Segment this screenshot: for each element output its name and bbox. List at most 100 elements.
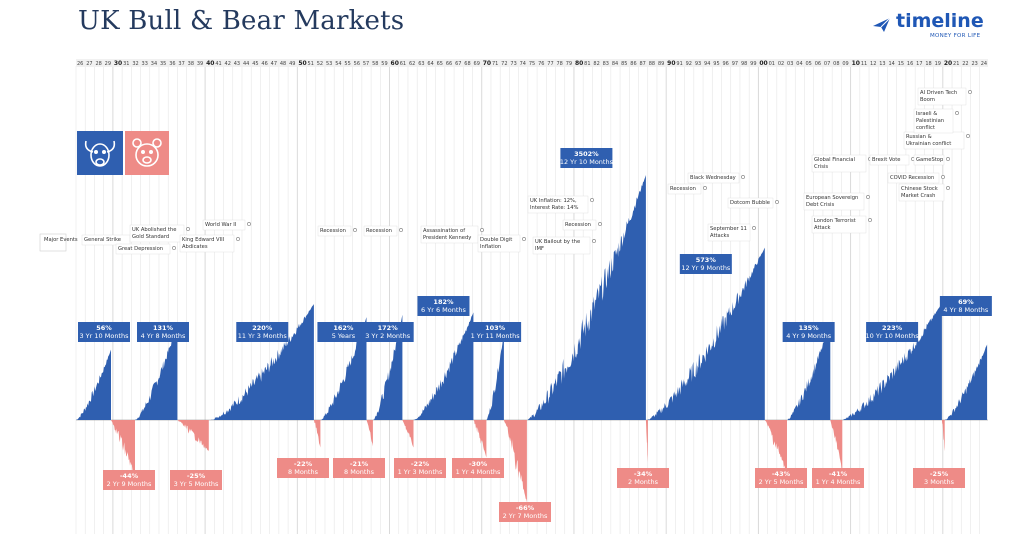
bear-loss-label: -22% xyxy=(411,460,430,468)
event-label: Assassination of President Kennedy xyxy=(423,228,471,241)
x-tick-label: 61 xyxy=(400,61,406,67)
bull-duration-label: 3 Yr 2 Months xyxy=(365,332,410,340)
x-tick-label: 35 xyxy=(160,61,166,67)
event-label-line: Assassination of xyxy=(423,228,465,234)
event-box xyxy=(811,215,867,234)
x-tick-label: 11 xyxy=(861,61,867,67)
event-marker xyxy=(741,175,745,179)
x-tick-label: 51 xyxy=(308,61,314,67)
event-marker xyxy=(480,228,484,232)
event-annotation: Global Financial Crisis xyxy=(811,154,872,173)
x-tick-label: 10 xyxy=(852,60,860,67)
bull-duration-label: 5 Years xyxy=(332,332,356,340)
event-annotation: Assassination of President Kennedy xyxy=(420,225,484,244)
event-box xyxy=(202,219,246,231)
x-tick-label: 58 xyxy=(372,61,378,67)
event-label-line: Abdicates xyxy=(182,244,208,250)
bear-label-box xyxy=(499,502,551,522)
bull-gain-label: 223% xyxy=(882,324,903,332)
x-tick-label: 81 xyxy=(584,61,590,67)
bear-duration-label: 2 Yr 9 Months xyxy=(107,480,152,488)
x-tick-label: 26 xyxy=(77,61,83,67)
event-box xyxy=(707,223,751,242)
event-label-line: European Sovereign xyxy=(806,195,858,201)
event-label: September 11 Attacks xyxy=(710,226,747,239)
event-label: Brexit Vote xyxy=(872,157,900,163)
bear-loss-label: -44% xyxy=(120,472,139,480)
x-tick-label: 69 xyxy=(474,61,480,67)
event-annotation: Recession xyxy=(363,225,403,237)
event-label-line: Russian & xyxy=(906,134,932,140)
bull-gain-label: 69% xyxy=(958,298,974,306)
event-label: AI Driven Tech Boom xyxy=(920,90,957,103)
event-label: London Terrorist Attack xyxy=(814,218,856,231)
bear-loss-label: -41% xyxy=(829,470,848,478)
x-tick-label: 71 xyxy=(492,61,498,67)
event-label-line: London Terrorist xyxy=(814,218,856,224)
x-tick-label: 94 xyxy=(704,61,710,67)
x-tick-label: 02 xyxy=(778,61,784,67)
event-label-line: conflict xyxy=(916,125,935,131)
bear-icon-tile xyxy=(125,131,169,175)
event-label-line: Ukrainian conflict xyxy=(906,141,951,147)
bear-loss-label: -22% xyxy=(294,460,313,468)
bear-market-area xyxy=(645,420,648,463)
bull-market-area xyxy=(842,303,942,420)
event-label-line: Attack xyxy=(814,225,831,231)
x-tick-label: 59 xyxy=(381,61,387,67)
x-tick-label: 36 xyxy=(169,61,175,67)
x-tick-label: 34 xyxy=(151,61,157,67)
x-tick-label: 80 xyxy=(575,60,583,67)
x-tick-label: 52 xyxy=(317,61,323,67)
event-label-line: UK Inflation: 12%, xyxy=(530,198,577,204)
event-marker xyxy=(399,228,403,232)
event-box xyxy=(803,192,865,211)
bull-gain-label: 162% xyxy=(333,324,354,332)
x-tick-label: 79 xyxy=(566,61,572,67)
event-marker xyxy=(590,198,594,202)
event-box xyxy=(913,108,954,134)
event-label-line: Crisis xyxy=(814,164,828,170)
x-tick-label: 45 xyxy=(252,61,258,67)
bear-duration-label: 1 Yr 3 Months xyxy=(398,468,443,476)
bull-icon-tile xyxy=(77,131,123,175)
bull-gain-label: 56% xyxy=(96,324,112,332)
x-tick-label: 92 xyxy=(686,61,692,67)
bull-market-area xyxy=(413,312,474,420)
x-tick-label: 04 xyxy=(796,61,802,67)
x-tick-label: 60 xyxy=(391,60,399,67)
event-label: Recession xyxy=(320,228,346,234)
event-label-line: Debt Crisis xyxy=(806,202,835,208)
event-label-line: Brexit Vote xyxy=(872,157,900,163)
bear-loss-label: -66% xyxy=(516,504,535,512)
x-tick-label: 43 xyxy=(234,61,240,67)
event-box xyxy=(727,197,774,209)
event-marker xyxy=(941,175,945,179)
bull-duration-label: 11 Yr 3 Months xyxy=(238,332,288,340)
bear-label-box xyxy=(812,468,864,488)
event-label-line: Chinese Stock xyxy=(901,186,938,192)
year-axis-band xyxy=(76,59,988,67)
x-tick-label: 42 xyxy=(225,61,231,67)
event-label: Recession xyxy=(565,222,591,228)
x-tick-label: 16 xyxy=(907,61,913,67)
bear-label-box xyxy=(617,468,669,488)
event-marker xyxy=(353,228,357,232)
bull-duration-label: 12 Yr 9 Months xyxy=(681,264,731,272)
bull-gain-label: 103% xyxy=(485,324,506,332)
bear-market-area xyxy=(941,420,945,452)
x-tick-label: 84 xyxy=(612,61,618,67)
event-annotation: Recession xyxy=(667,183,707,195)
event-label-line: Black Wednesday xyxy=(690,175,736,181)
event-label-line: UK Abolished the xyxy=(132,227,176,233)
x-tick-label: 13 xyxy=(879,61,885,67)
event-label-line: Global Financial xyxy=(814,157,855,163)
event-label: Great Depression xyxy=(118,246,163,252)
x-tick-label: 46 xyxy=(261,61,267,67)
event-marker xyxy=(522,237,526,241)
x-tick-label: 39 xyxy=(197,61,203,67)
bull-market-area xyxy=(320,317,367,420)
bear-duration-label: 3 Months xyxy=(924,478,955,486)
x-tick-label: 78 xyxy=(557,61,563,67)
bull-gain-label: 573% xyxy=(696,256,717,264)
